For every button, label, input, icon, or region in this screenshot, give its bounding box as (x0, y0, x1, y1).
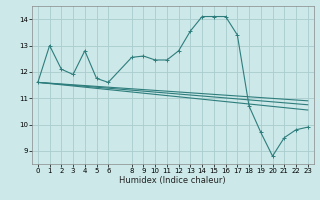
X-axis label: Humidex (Indice chaleur): Humidex (Indice chaleur) (119, 176, 226, 185)
